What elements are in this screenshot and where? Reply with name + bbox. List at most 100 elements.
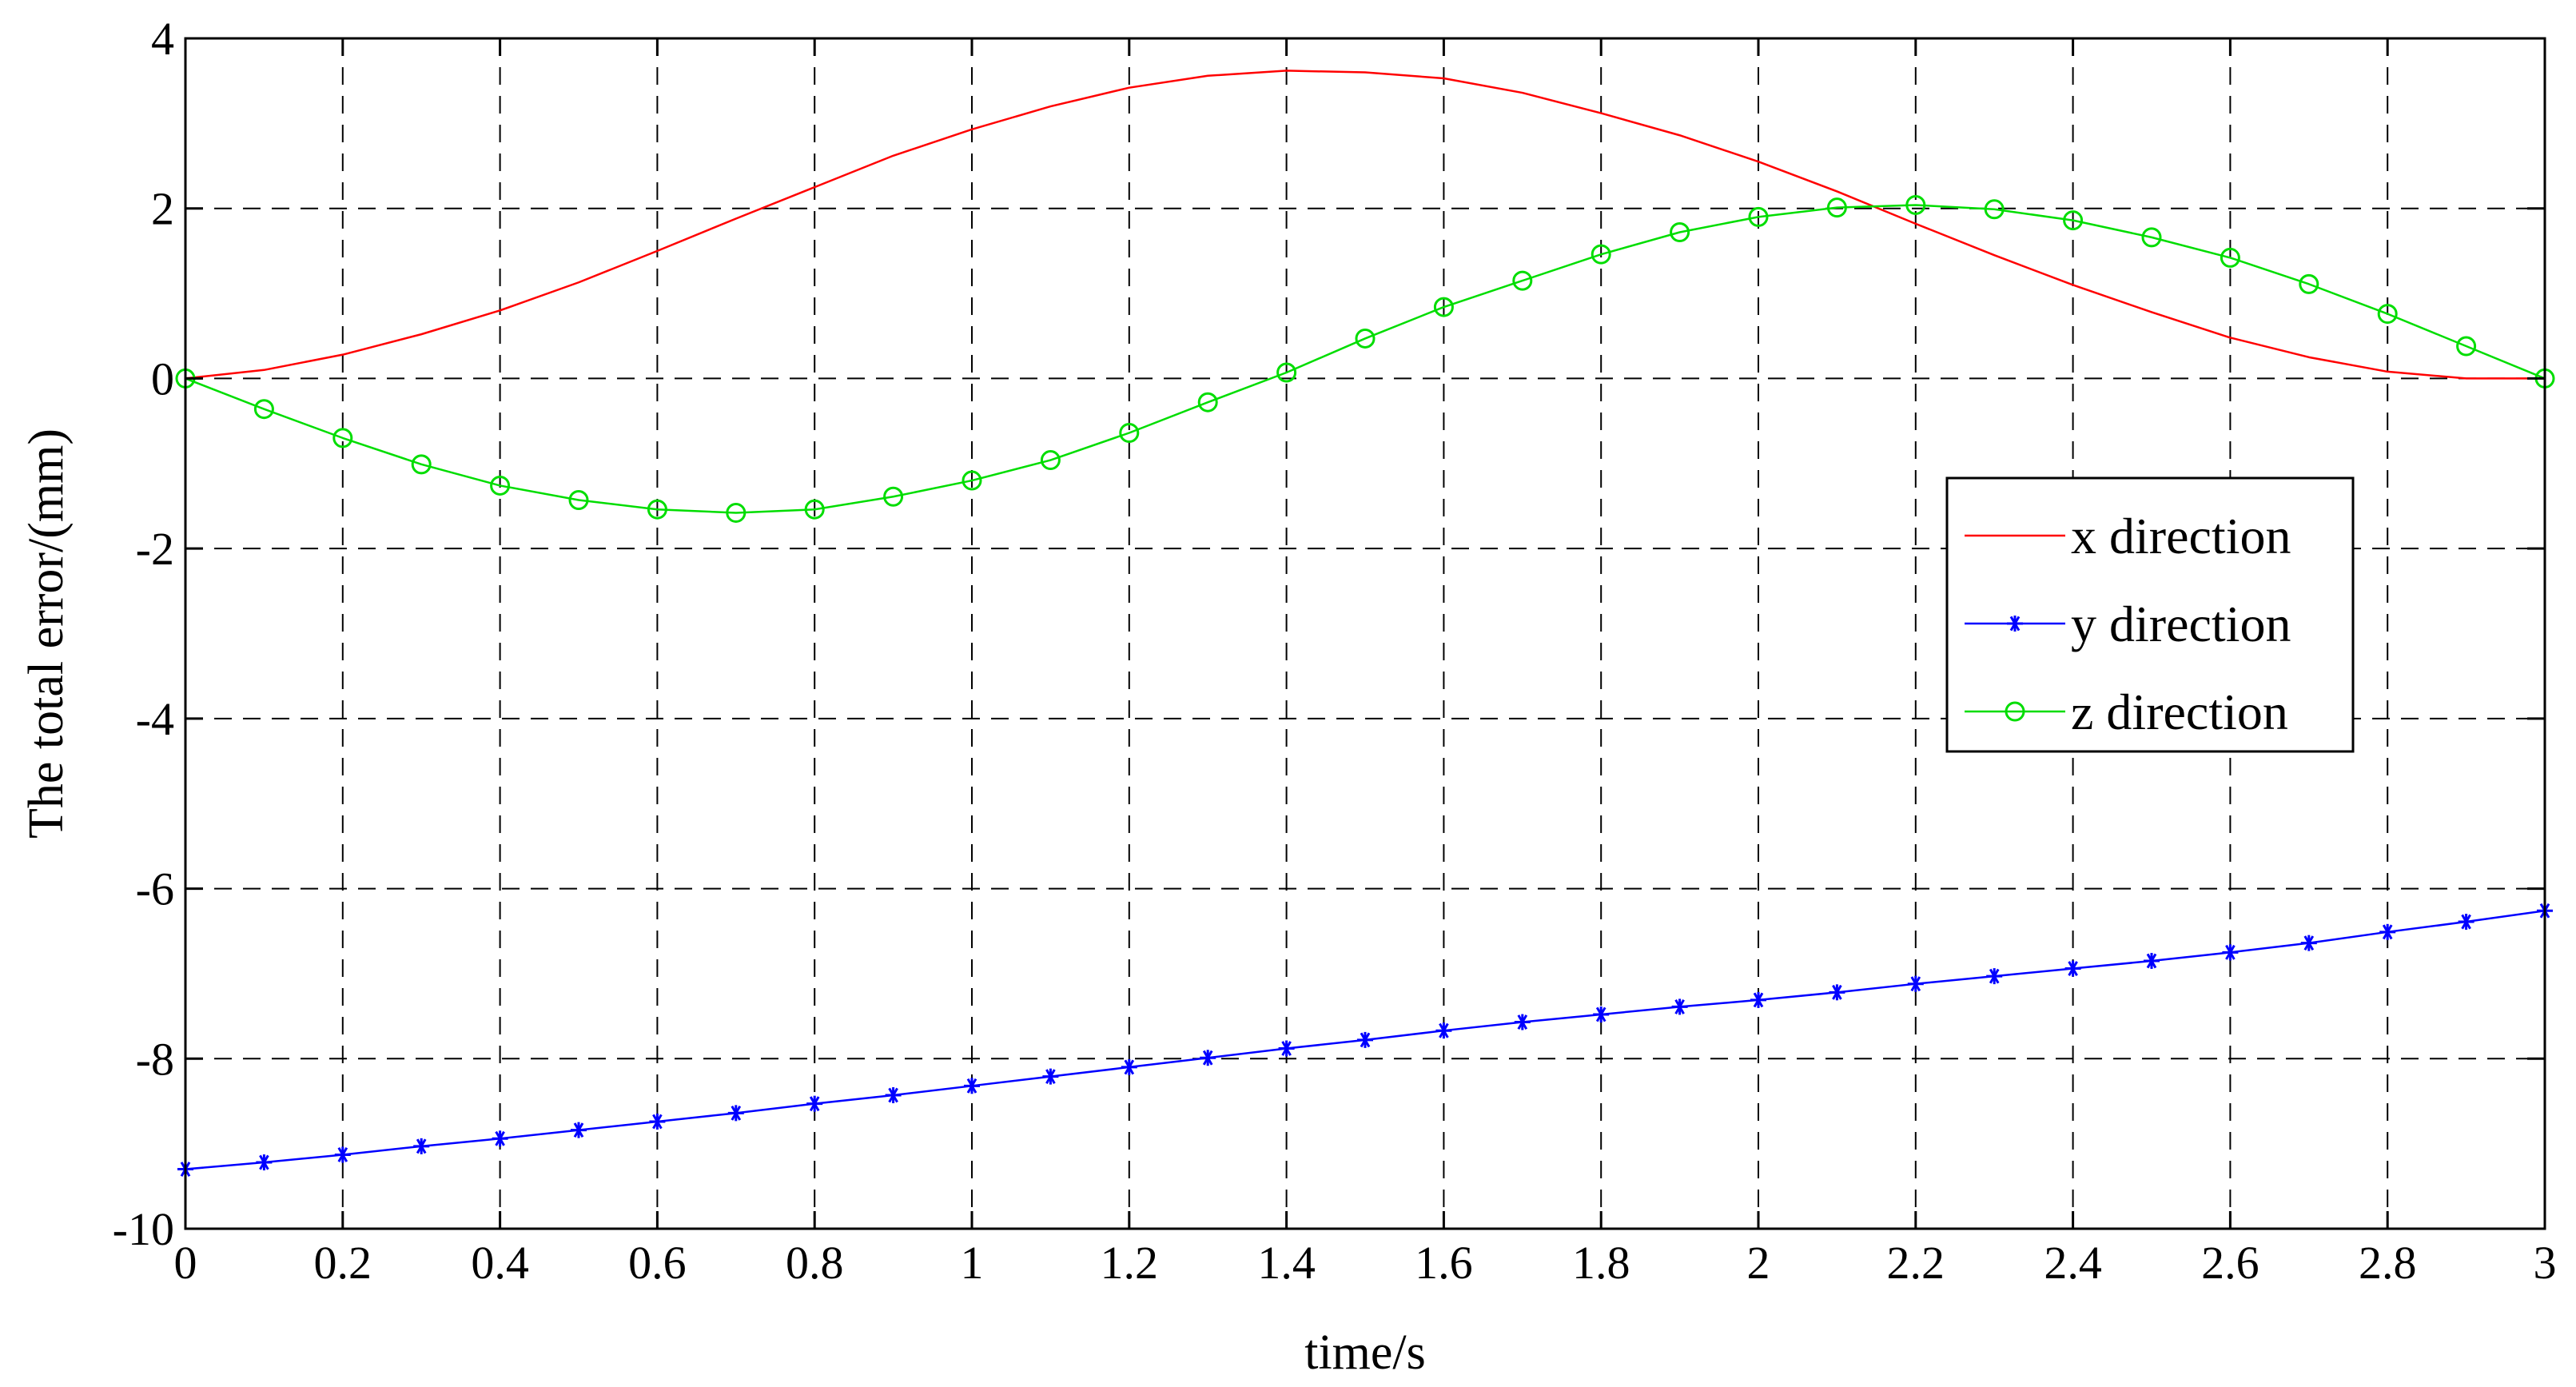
marker-circle: [1905, 194, 1926, 215]
legend-box: [1945, 476, 2355, 753]
marker-star: [334, 1146, 351, 1163]
y-tick-label: -4: [136, 693, 174, 745]
marker-star: [1042, 1068, 1059, 1085]
marker-circle: [253, 399, 274, 420]
series-x-direction: [185, 70, 2545, 380]
marker-star: [2007, 616, 2023, 632]
marker-circle: [962, 470, 982, 491]
marker-star: [1986, 968, 2003, 985]
marker-star: [1278, 1040, 1295, 1057]
marker-circle: [804, 499, 825, 520]
x-tick-label: 1: [961, 1237, 984, 1289]
legend-item: x direction: [1965, 508, 2291, 564]
y-tick-label: 4: [151, 13, 174, 65]
marker-circle: [1433, 297, 1454, 317]
x-tick-label: 1.8: [1572, 1237, 1630, 1289]
marker-star: [1593, 1006, 1610, 1022]
marker-circle: [1670, 221, 1690, 242]
marker-star: [964, 1078, 980, 1094]
marker-circle: [2063, 210, 2084, 231]
marker-star: [492, 1130, 508, 1147]
marker-circle: [1040, 450, 1061, 471]
legend-label: z direction: [2071, 684, 2288, 740]
series-y-direction: [177, 903, 2553, 1178]
marker-star: [2222, 944, 2239, 961]
marker-star: [1435, 1022, 1452, 1039]
marker-star: [727, 1105, 744, 1122]
marker-circle: [2141, 227, 2162, 248]
marker-star: [1750, 991, 1766, 1008]
x-tick-label: 0.2: [314, 1237, 372, 1289]
x-tick-label: 1.4: [1257, 1237, 1316, 1289]
marker-star: [885, 1087, 902, 1104]
y-tick-label: -10: [113, 1203, 174, 1255]
series-line: [185, 70, 2545, 380]
marker-star: [2064, 960, 2081, 977]
x-tick-label: 2.4: [2044, 1237, 2102, 1289]
marker-circle: [1826, 197, 1847, 218]
x-tick-label: 0.8: [786, 1237, 844, 1289]
marker-circle: [1984, 199, 2005, 220]
marker-star: [2300, 935, 2317, 951]
marker-star: [1829, 984, 1845, 1001]
marker-star: [571, 1122, 587, 1138]
legend-label: x direction: [2071, 508, 2291, 564]
x-tick-label: 1.2: [1101, 1237, 1159, 1289]
marker-circle: [490, 475, 511, 496]
marker-circle: [883, 486, 904, 507]
marker-star: [1200, 1050, 1216, 1066]
x-tick-label: 1.6: [1415, 1237, 1473, 1289]
y-tick-label: 2: [151, 183, 174, 235]
marker-star: [806, 1095, 823, 1112]
x-tick-label: 2.2: [1887, 1237, 1945, 1289]
y-tick-label: -8: [136, 1033, 174, 1085]
legend-label: y direction: [2071, 596, 2291, 652]
marker-star: [1907, 975, 1924, 992]
marker-circle: [2299, 273, 2319, 294]
marker-star: [413, 1138, 430, 1154]
marker-circle: [1276, 362, 1297, 383]
plot-frame: [184, 37, 2546, 1230]
x-tick-label: 0: [174, 1237, 197, 1289]
x-axis-label: time/s: [1304, 1325, 1426, 1380]
ticks: 0 0.2 0.4 0.6 0.8 1 1.2 1.4 1.6 1.8 2 2.2 2.4 2.6 2.8 3…: [113, 13, 2557, 1289]
x-tick-label: 2: [1747, 1237, 1770, 1289]
series-line: [185, 204, 2546, 514]
y-axis-label: The total error/(mm): [19, 428, 74, 839]
x-tick-label: 2.6: [2201, 1237, 2259, 1289]
marker-circle: [1748, 206, 1769, 227]
x-tick-label: 3: [2534, 1237, 2557, 1289]
marker-circle: [726, 502, 747, 523]
marker-star: [2144, 952, 2160, 969]
legend: x direction y direction z direction: [1945, 476, 2355, 753]
marker-circle: [647, 499, 667, 520]
marker-star: [256, 1154, 273, 1171]
marker-star: [2379, 923, 2396, 940]
y-tick-label: 0: [151, 353, 174, 405]
marker-star: [1357, 1031, 1373, 1048]
marker-circle: [411, 454, 432, 475]
y-tick-label: -6: [136, 863, 174, 915]
legend-item: z direction: [1965, 684, 2288, 740]
legend-item: y direction: [1965, 596, 2291, 652]
marker-circle: [332, 428, 353, 448]
marker-star: [1514, 1014, 1531, 1030]
marker-circle: [568, 490, 589, 511]
series-z-direction: [175, 194, 2555, 523]
marker-circle: [2456, 336, 2477, 357]
marker-circle: [1355, 328, 1376, 349]
marker-star: [1671, 998, 1688, 1015]
x-tick-label: 0.4: [471, 1237, 529, 1289]
marker-star: [2458, 914, 2474, 931]
series-layer: [175, 70, 2555, 1178]
marker-circle: [2005, 701, 2025, 722]
marker-circle: [1197, 392, 1218, 413]
marker-star: [1121, 1058, 1137, 1075]
marker-circle: [2377, 304, 2398, 325]
marker-circle: [1591, 244, 1611, 265]
marker-circle: [1119, 422, 1140, 443]
marker-circle: [2220, 247, 2240, 268]
y-tick-label: -2: [136, 523, 174, 575]
x-tick-label: 0.6: [628, 1237, 687, 1289]
